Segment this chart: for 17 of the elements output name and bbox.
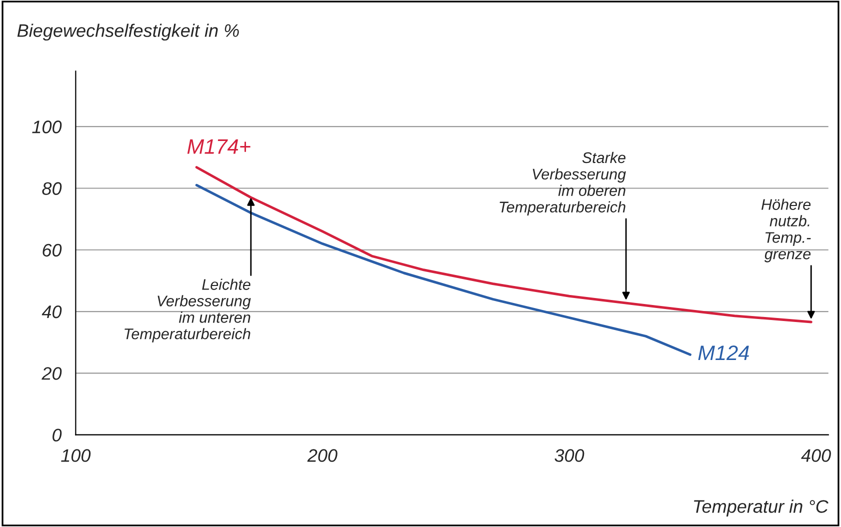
chart-title: Biegewechselfestigkeit in % — [17, 24, 239, 41]
series-label: M174+ — [187, 139, 250, 154]
y-tick-label: 60 — [42, 244, 62, 257]
series-label: M124 — [698, 345, 749, 360]
annotation: Leichte Verbesserung im unteren Temperaturbereich — [124, 278, 251, 342]
x-axis-title: Temperatur in °C — [694, 500, 828, 516]
annotation: Starke Verbesserung im oberen Temperaturbereich — [500, 152, 626, 216]
x-tick-label: 100 — [61, 449, 91, 462]
annotation: Höhere nutzb. Temp.- grenze — [761, 198, 811, 262]
y-tick-label: 0 — [52, 428, 62, 442]
y-tick-label: 20 — [42, 367, 62, 380]
x-tick-label: 400 — [801, 449, 831, 462]
y-tick-label: 100 — [32, 120, 62, 134]
x-tick-label: 200 — [307, 449, 338, 462]
y-tick-label: 40 — [42, 305, 62, 318]
y-tick-label: 80 — [42, 182, 62, 195]
x-tick-label: 300 — [554, 449, 584, 462]
